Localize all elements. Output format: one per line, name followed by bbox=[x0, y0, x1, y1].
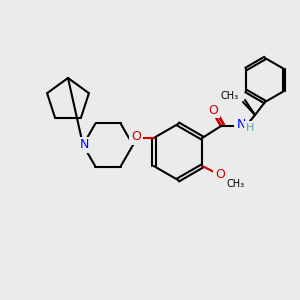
Text: CH₃: CH₃ bbox=[227, 179, 245, 189]
Text: O: O bbox=[215, 169, 225, 182]
Text: H: H bbox=[246, 123, 254, 133]
Text: O: O bbox=[131, 130, 141, 143]
Text: CH₃: CH₃ bbox=[221, 91, 239, 101]
Text: O: O bbox=[208, 103, 218, 116]
Text: N: N bbox=[79, 139, 89, 152]
Text: N: N bbox=[236, 118, 246, 131]
